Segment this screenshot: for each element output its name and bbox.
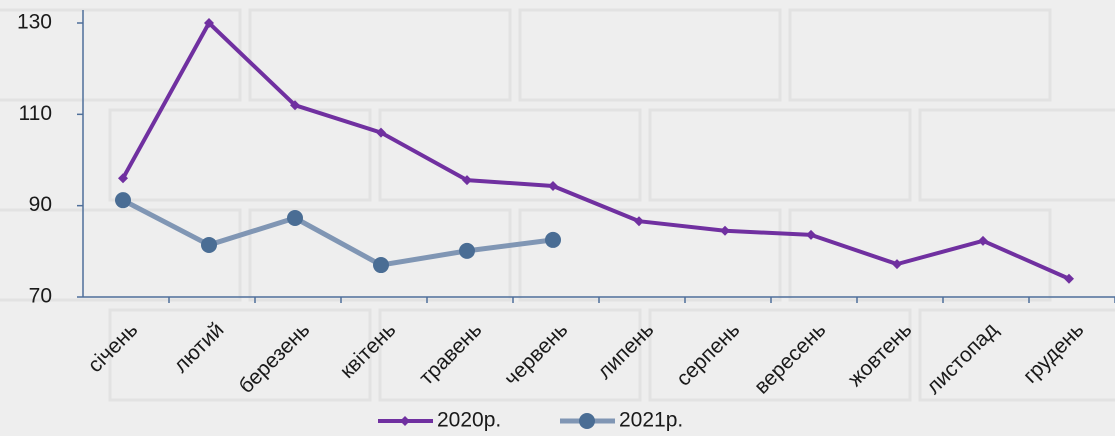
x-tick-label: вересень bbox=[750, 318, 830, 398]
x-tick-label: травень bbox=[415, 318, 487, 390]
y-tick-label: 90 bbox=[29, 193, 52, 216]
point bbox=[204, 18, 214, 28]
x-tick-label: лютий bbox=[169, 318, 228, 377]
x-tick-label: грудень bbox=[1019, 318, 1089, 388]
legend-marker bbox=[579, 413, 595, 429]
point bbox=[806, 229, 816, 240]
x-tick-label: серпень bbox=[672, 318, 744, 390]
point bbox=[978, 235, 988, 246]
y-tick-label: 70 bbox=[29, 285, 52, 308]
y-tick-label: 110 bbox=[19, 102, 52, 125]
y-tick-label: 130 bbox=[17, 11, 52, 34]
x-tick-label: січень bbox=[84, 318, 143, 377]
legend-label: 2021р. bbox=[619, 409, 683, 432]
point bbox=[287, 209, 303, 226]
legend-marker bbox=[400, 416, 410, 426]
background-bricks bbox=[0, 8, 1115, 402]
point bbox=[373, 257, 389, 274]
point bbox=[462, 175, 472, 186]
point bbox=[459, 242, 475, 259]
point bbox=[201, 236, 217, 253]
x-tick-label: квітень bbox=[336, 318, 401, 383]
point bbox=[290, 100, 300, 111]
series-line bbox=[121, 21, 1070, 281]
x-tick-label: жовтень bbox=[844, 318, 917, 391]
x-tick-label: березень bbox=[235, 318, 315, 398]
point bbox=[720, 225, 730, 236]
point bbox=[548, 181, 558, 192]
point bbox=[1064, 273, 1074, 284]
point bbox=[892, 259, 902, 270]
point bbox=[634, 216, 644, 227]
x-tick-label: червень bbox=[500, 318, 572, 390]
point bbox=[376, 127, 386, 138]
legend-label: 2020р. bbox=[437, 409, 501, 432]
point bbox=[545, 231, 561, 248]
point bbox=[115, 192, 131, 209]
series-line bbox=[121, 197, 554, 268]
x-tick-label: листопад bbox=[922, 318, 1003, 399]
point bbox=[118, 173, 128, 184]
